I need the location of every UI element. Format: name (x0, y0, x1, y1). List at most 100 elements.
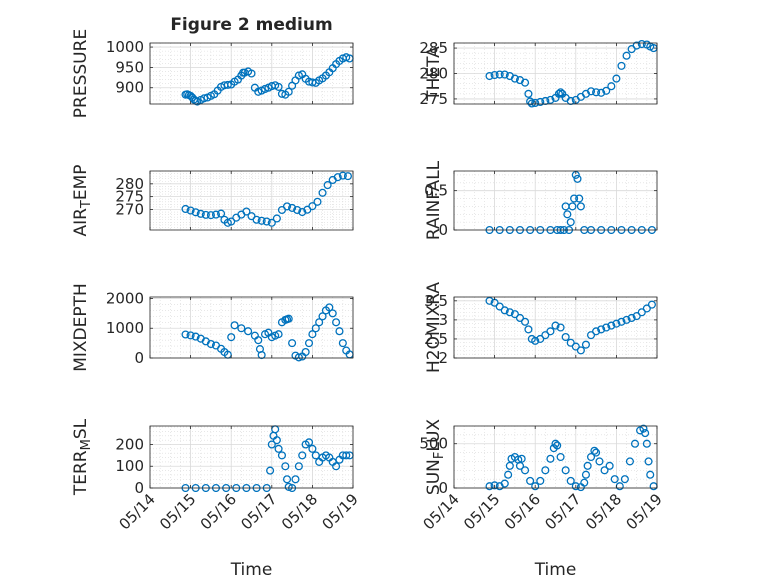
data-point (586, 87, 596, 96)
data-point (318, 188, 327, 197)
data-point (284, 482, 293, 491)
data-point (282, 475, 292, 484)
data-point (200, 94, 209, 103)
data-point (561, 332, 570, 342)
data-point (252, 215, 261, 224)
data-point (563, 210, 572, 219)
data-point (581, 340, 590, 349)
data-point (266, 466, 275, 475)
data-markers (181, 53, 354, 106)
data-point (274, 444, 283, 453)
data-point (551, 321, 560, 330)
data-point (328, 309, 337, 318)
data-point (332, 318, 341, 327)
x-tick-label: 05/15 (460, 490, 503, 533)
data-point (637, 308, 646, 317)
data-point (520, 317, 530, 326)
y-tick-label: 900 (115, 79, 144, 97)
data-point (282, 202, 292, 211)
data-point (592, 88, 601, 97)
y-tick-label: 200 (115, 435, 144, 453)
data-point (566, 338, 575, 347)
data-point (590, 446, 599, 455)
data-point (505, 461, 514, 470)
data-point (485, 296, 494, 305)
y-axis-label: PRESSURE (71, 29, 91, 118)
data-point (304, 339, 314, 348)
x-tick-label: 05/16 (197, 490, 240, 533)
data-point (524, 325, 533, 334)
y-tick-label: 500 (419, 435, 448, 453)
data-point (201, 210, 210, 219)
data-point (647, 300, 656, 309)
data-point (541, 331, 550, 340)
y-tick-label: 1000 (106, 319, 144, 337)
data-point (510, 74, 519, 83)
y-tick-label: 2 (438, 349, 448, 367)
data-point (485, 71, 494, 81)
data-point (526, 97, 535, 106)
data-point (211, 210, 221, 219)
y-axis-label: SUNFLUX (424, 419, 447, 496)
axes-background (150, 171, 353, 230)
data-point (622, 51, 631, 60)
data-point (595, 457, 604, 466)
data-point (602, 86, 611, 95)
data-point (607, 82, 616, 91)
data-point (500, 306, 509, 315)
x-tick-label: 05/18 (278, 490, 321, 533)
panel-mixdepth: 0 1000 2000 MIXDEPTH (71, 283, 354, 372)
data-point (325, 303, 334, 312)
y-axis-label: AIRTEMP (71, 164, 94, 236)
data-point (644, 457, 653, 466)
data-point (318, 312, 327, 321)
data-point (267, 218, 276, 227)
data-point (592, 448, 601, 457)
data-markers (485, 424, 658, 492)
data-point (592, 327, 601, 336)
y-tick-label: 275 (115, 188, 144, 206)
data-point (556, 323, 565, 332)
data-point (500, 70, 509, 79)
data-point (586, 452, 596, 462)
y-axis-label: RAINFALL (424, 160, 444, 240)
data-point (632, 41, 641, 50)
data-point (520, 78, 530, 87)
y-tick-label: 270 (115, 200, 144, 218)
y-tick-label: 950 (115, 58, 144, 76)
data-point (637, 39, 646, 49)
x-axis-label: Time (534, 560, 577, 580)
data-point (237, 324, 246, 333)
x-axis-label: Time (230, 560, 273, 580)
data-point (495, 302, 504, 311)
x-tick-label: 05/19 (623, 490, 666, 533)
data-point (298, 207, 307, 217)
y-axis-label: TERRMSL (71, 418, 94, 496)
data-point (191, 332, 200, 341)
data-point (642, 304, 651, 313)
y-tick-label: 0 (438, 479, 448, 497)
data-point (227, 217, 236, 226)
data-point (571, 482, 580, 491)
data-point (632, 312, 641, 321)
y-axis-label: MIXDEPTH (71, 283, 91, 372)
data-point (490, 70, 499, 80)
data-point (223, 80, 232, 89)
x-tick-label: 05/19 (319, 490, 362, 533)
data-point (244, 327, 253, 336)
axes-box (149, 170, 354, 231)
data-point (556, 452, 565, 462)
x-tick-label: 05/16 (501, 490, 544, 533)
axes-box (149, 425, 354, 489)
data-point (571, 342, 580, 351)
data-point (586, 331, 596, 340)
data-point (333, 173, 342, 182)
data-point (546, 454, 555, 463)
data-point (536, 334, 545, 343)
data-point (580, 478, 589, 487)
data-point (641, 429, 650, 438)
data-point (257, 350, 266, 360)
